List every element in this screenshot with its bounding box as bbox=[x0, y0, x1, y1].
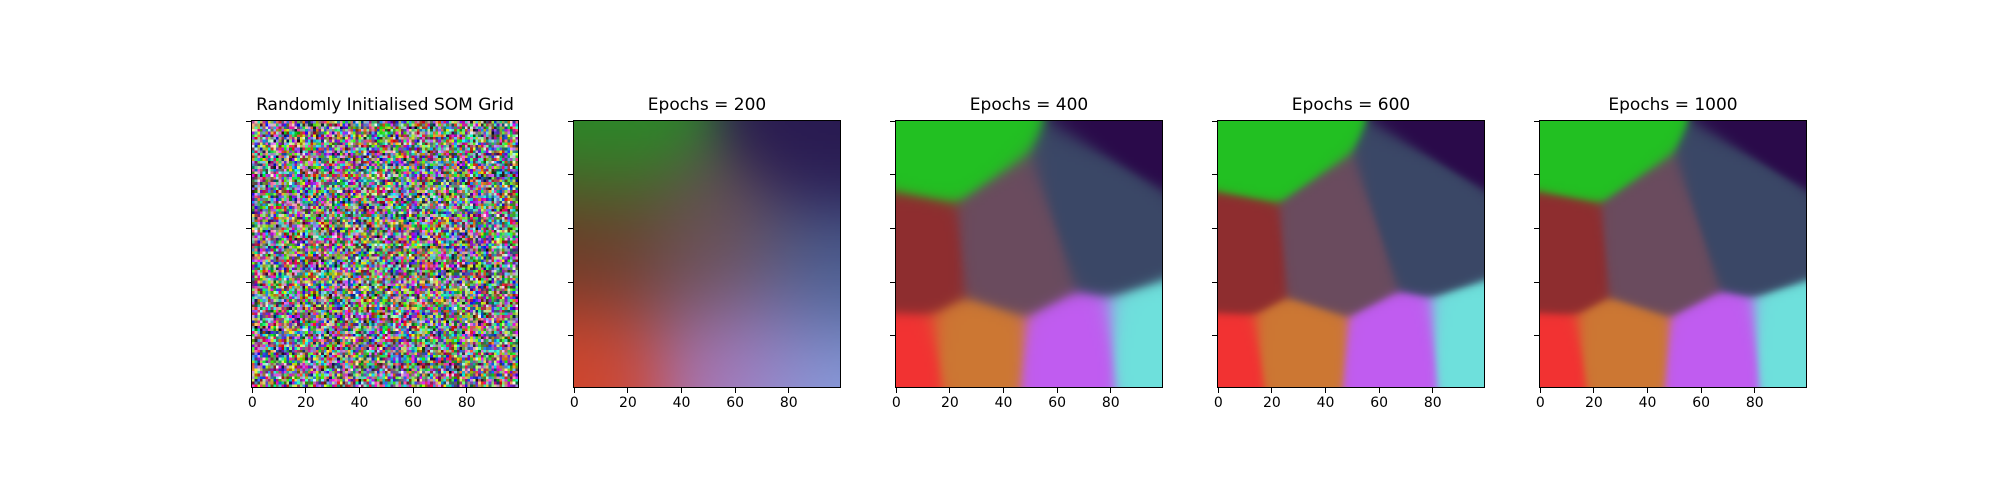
x-tick-mark bbox=[1110, 388, 1112, 393]
x-tick-label: 20 bbox=[297, 395, 315, 411]
heatmap-pixels bbox=[252, 121, 518, 387]
x-tick-mark bbox=[734, 388, 736, 393]
x-tick-label: 40 bbox=[1316, 395, 1335, 411]
x-tick-mark bbox=[1325, 388, 1327, 393]
x-tick-label: 0 bbox=[569, 395, 579, 411]
y-tick-mark bbox=[1212, 281, 1217, 283]
heatmap-pixels bbox=[896, 121, 1162, 387]
chart-title: Epochs = 200 bbox=[647, 95, 767, 115]
heatmap-image bbox=[573, 120, 841, 388]
x-tick-label: 80 bbox=[1101, 395, 1120, 411]
chart-title: Epochs = 600 bbox=[1291, 95, 1411, 115]
x-tick-label: 60 bbox=[404, 395, 423, 411]
x-tick-mark bbox=[1003, 388, 1005, 393]
x-tick-label: 20 bbox=[1585, 395, 1603, 411]
x-tick-label: 60 bbox=[1370, 395, 1389, 411]
x-tick-label: 40 bbox=[1638, 395, 1657, 411]
heatmap-image bbox=[251, 120, 519, 388]
x-tick-label: 20 bbox=[619, 395, 637, 411]
y-tick-mark bbox=[568, 228, 573, 230]
x-tick-mark bbox=[1432, 388, 1434, 393]
heatmap-image bbox=[1217, 120, 1485, 388]
y-tick-mark bbox=[890, 335, 895, 337]
y-tick-mark bbox=[246, 174, 251, 176]
x-tick-mark bbox=[1647, 388, 1649, 393]
x-tick-label: 80 bbox=[457, 395, 476, 411]
x-tick-mark bbox=[573, 388, 575, 393]
y-tick-mark bbox=[568, 281, 573, 283]
x-tick-mark bbox=[895, 388, 897, 393]
x-tick-label: 80 bbox=[779, 395, 798, 411]
x-tick-label: 0 bbox=[1535, 395, 1545, 411]
y-tick-mark bbox=[1212, 174, 1217, 176]
x-tick-label: 60 bbox=[726, 395, 745, 411]
x-tick-label: 0 bbox=[1213, 395, 1223, 411]
x-tick-mark bbox=[412, 388, 414, 393]
y-tick-mark bbox=[1534, 281, 1539, 283]
heatmap-pixels bbox=[574, 121, 840, 387]
y-tick-mark bbox=[890, 120, 895, 122]
x-tick-label: 40 bbox=[350, 395, 369, 411]
chart-title: Epochs = 400 bbox=[969, 95, 1089, 115]
x-tick-label: 80 bbox=[1423, 395, 1442, 411]
x-tick-mark bbox=[627, 388, 629, 393]
y-tick-mark bbox=[890, 228, 895, 230]
y-tick-mark bbox=[1212, 335, 1217, 337]
y-tick-mark bbox=[246, 228, 251, 230]
chart-title: Randomly Initialised SOM Grid bbox=[256, 95, 514, 115]
x-tick-mark bbox=[1754, 388, 1756, 393]
y-tick-mark bbox=[1534, 228, 1539, 230]
heatmap-image bbox=[895, 120, 1163, 388]
chart-title: Epochs = 1000 bbox=[1608, 95, 1738, 115]
y-tick-mark bbox=[246, 335, 251, 337]
x-tick-label: 0 bbox=[891, 395, 901, 411]
x-tick-mark bbox=[359, 388, 361, 393]
x-tick-mark bbox=[1271, 388, 1273, 393]
y-tick-mark bbox=[1534, 174, 1539, 176]
y-tick-mark bbox=[568, 174, 573, 176]
y-tick-mark bbox=[1212, 228, 1217, 230]
y-tick-mark bbox=[1534, 120, 1539, 122]
x-tick-mark bbox=[681, 388, 683, 393]
y-tick-mark bbox=[568, 120, 573, 122]
heatmap-pixels bbox=[1218, 121, 1484, 387]
x-tick-label: 40 bbox=[994, 395, 1013, 411]
x-tick-label: 80 bbox=[1745, 395, 1764, 411]
x-tick-mark bbox=[1700, 388, 1702, 393]
y-tick-mark bbox=[890, 281, 895, 283]
x-tick-mark bbox=[466, 388, 468, 393]
x-tick-mark bbox=[788, 388, 790, 393]
x-tick-mark bbox=[305, 388, 307, 393]
x-tick-mark bbox=[1217, 388, 1219, 393]
y-tick-mark bbox=[890, 174, 895, 176]
y-tick-mark bbox=[246, 120, 251, 122]
heatmap-pixels bbox=[1540, 121, 1806, 387]
heatmap-image bbox=[1539, 120, 1807, 388]
x-tick-label: 20 bbox=[1263, 395, 1281, 411]
x-tick-mark bbox=[1378, 388, 1380, 393]
x-tick-mark bbox=[1539, 388, 1541, 393]
y-tick-mark bbox=[246, 281, 251, 283]
y-tick-mark bbox=[1212, 120, 1217, 122]
x-tick-label: 20 bbox=[941, 395, 959, 411]
x-tick-label: 60 bbox=[1048, 395, 1067, 411]
x-tick-label: 40 bbox=[672, 395, 691, 411]
x-tick-mark bbox=[1593, 388, 1595, 393]
x-tick-mark bbox=[251, 388, 253, 393]
x-tick-mark bbox=[1056, 388, 1058, 393]
x-tick-label: 60 bbox=[1692, 395, 1711, 411]
y-tick-mark bbox=[568, 335, 573, 337]
x-tick-mark bbox=[949, 388, 951, 393]
x-tick-label: 0 bbox=[247, 395, 257, 411]
y-tick-mark bbox=[1534, 335, 1539, 337]
